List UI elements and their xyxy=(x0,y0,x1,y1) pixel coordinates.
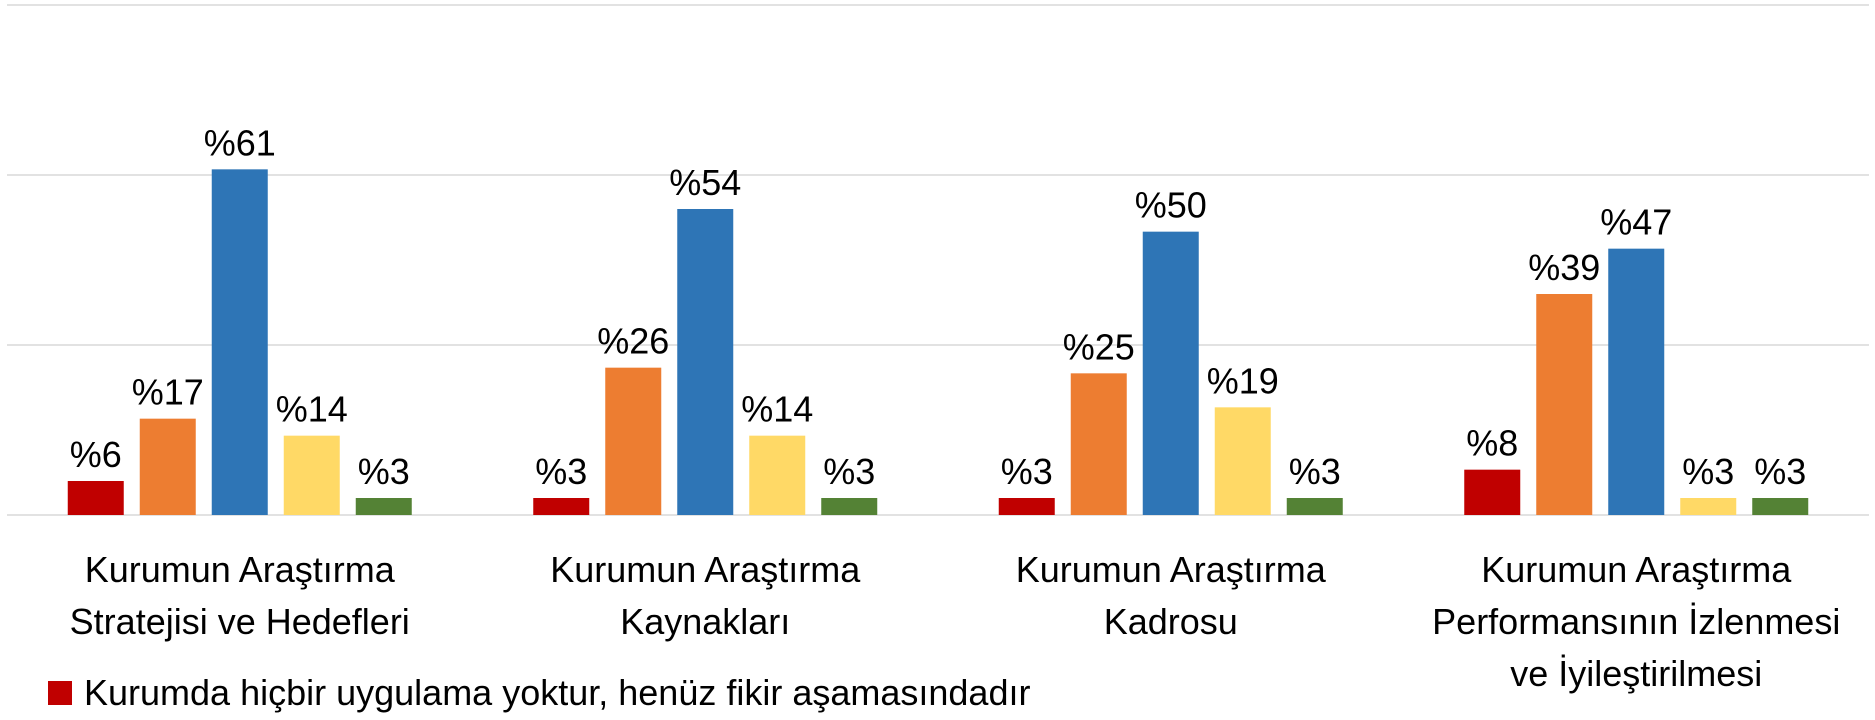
bar xyxy=(1286,498,1343,515)
value-label: %39 xyxy=(1528,247,1600,288)
value-label: %8 xyxy=(1466,423,1518,464)
value-label: %19 xyxy=(1207,360,1279,401)
value-label: %3 xyxy=(1754,451,1806,492)
bar xyxy=(533,498,590,515)
value-label: %3 xyxy=(1682,451,1734,492)
value-label: %6 xyxy=(70,434,122,475)
value-label: %3 xyxy=(823,451,875,492)
value-label: %3 xyxy=(1289,451,1341,492)
value-label: %3 xyxy=(358,451,410,492)
value-label: %14 xyxy=(276,389,348,430)
bar xyxy=(1608,248,1665,515)
bar xyxy=(355,498,412,515)
bar xyxy=(1142,231,1199,515)
bar xyxy=(1070,373,1127,515)
x-tick-label: Kurumun Araştırma Stratejisi ve Hedefler… xyxy=(69,549,410,642)
legend-item: Kurumda hiçbir uygulama yoktur, henüz fi… xyxy=(48,672,1030,714)
bar xyxy=(605,367,662,515)
value-label: %61 xyxy=(204,122,276,163)
bar xyxy=(677,209,734,515)
bar xyxy=(67,481,124,515)
bar xyxy=(139,418,196,515)
value-label: %54 xyxy=(669,162,741,203)
value-label: %50 xyxy=(1135,185,1207,226)
bar xyxy=(1536,294,1593,515)
bar xyxy=(1214,407,1271,515)
value-label: %47 xyxy=(1600,202,1672,243)
bar xyxy=(211,169,268,516)
value-label: %25 xyxy=(1063,326,1135,367)
x-tick-label: Kurumun Araştırma Kaynakları xyxy=(550,549,861,642)
bar xyxy=(1752,498,1809,515)
bar xyxy=(283,435,340,515)
value-label: %26 xyxy=(597,321,669,362)
value-label: %3 xyxy=(1001,451,1053,492)
bar xyxy=(998,498,1055,515)
bar xyxy=(749,435,806,515)
legend-swatch xyxy=(48,681,72,705)
value-label: %14 xyxy=(741,389,813,430)
bar xyxy=(1464,469,1521,515)
value-label: %17 xyxy=(132,372,204,413)
x-tick-label: Kurumun Araştırma Performansının İzlenme… xyxy=(1432,549,1841,694)
value-label: %3 xyxy=(535,451,587,492)
bar xyxy=(821,498,878,515)
legend-label: Kurumda hiçbir uygulama yoktur, henüz fi… xyxy=(84,672,1031,713)
bar xyxy=(1680,498,1737,515)
x-tick-label: Kurumun Araştırma Kadrosu xyxy=(1015,549,1326,642)
